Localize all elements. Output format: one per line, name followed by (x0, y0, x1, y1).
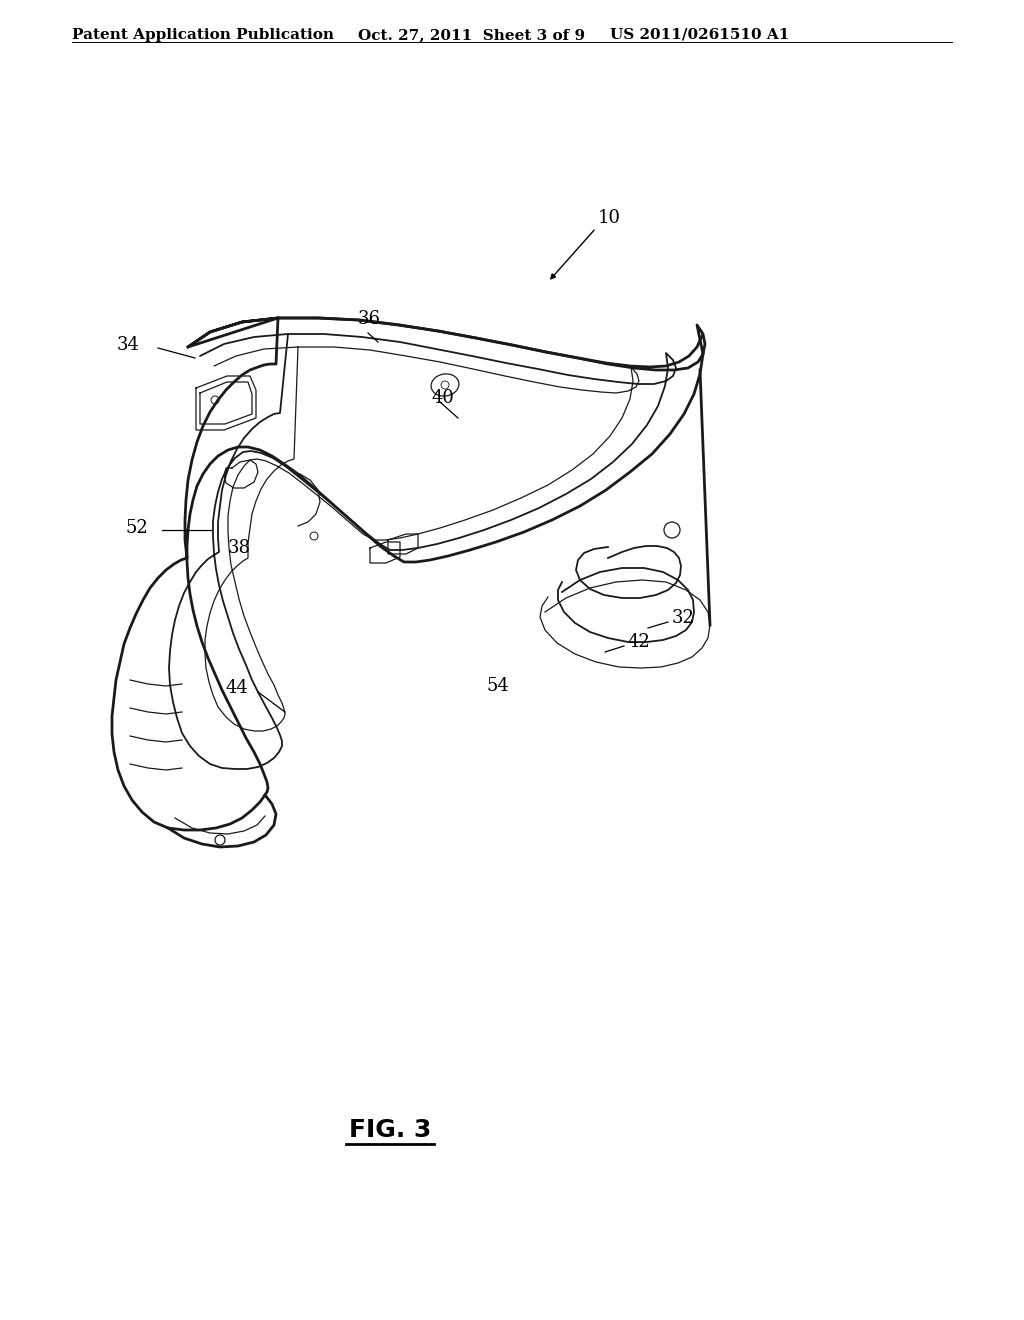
Text: US 2011/0261510 A1: US 2011/0261510 A1 (610, 28, 790, 42)
Text: 34: 34 (117, 337, 140, 354)
Text: Oct. 27, 2011  Sheet 3 of 9: Oct. 27, 2011 Sheet 3 of 9 (358, 28, 585, 42)
Text: 32: 32 (672, 609, 695, 627)
Text: 54: 54 (486, 677, 509, 696)
Text: Patent Application Publication: Patent Application Publication (72, 28, 334, 42)
Text: 44: 44 (225, 678, 248, 697)
Text: 38: 38 (228, 539, 251, 557)
Text: 52: 52 (125, 519, 148, 537)
Text: 36: 36 (358, 310, 381, 327)
Text: 40: 40 (432, 389, 455, 407)
Text: FIG. 3: FIG. 3 (349, 1118, 431, 1142)
Text: 10: 10 (598, 209, 621, 227)
Text: 42: 42 (628, 634, 650, 651)
